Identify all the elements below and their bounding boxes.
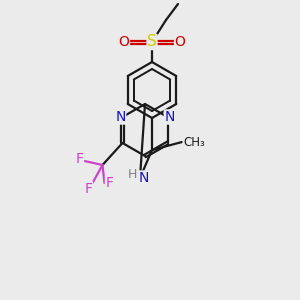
Text: O: O bbox=[175, 35, 185, 49]
Text: F: F bbox=[76, 152, 83, 166]
Text: N: N bbox=[139, 171, 149, 185]
Text: N: N bbox=[164, 110, 175, 124]
Text: F: F bbox=[85, 182, 92, 196]
Text: F: F bbox=[106, 176, 113, 190]
Text: N: N bbox=[115, 110, 126, 124]
Text: CH₃: CH₃ bbox=[183, 136, 205, 148]
Text: H: H bbox=[127, 169, 137, 182]
Text: O: O bbox=[118, 35, 129, 49]
Text: S: S bbox=[147, 34, 157, 50]
